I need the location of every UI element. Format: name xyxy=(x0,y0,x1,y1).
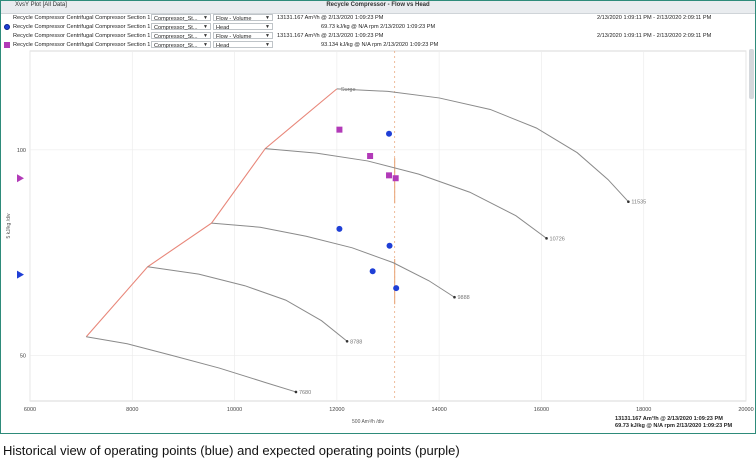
chart-title: Recycle Compressor - Flow vs Head xyxy=(326,2,430,8)
operating-point xyxy=(393,285,400,292)
speed-curve-label: 11535 xyxy=(631,200,646,206)
axis-value-marker xyxy=(17,174,24,183)
xy-plot-window: XvsY Plot [All Data] Recycle Compressor … xyxy=(0,0,756,434)
variable-select-value: Head xyxy=(216,25,230,31)
trace-row[interactable]: Recycle Compressor Centrifugal Compresso… xyxy=(1,41,755,50)
chevron-down-icon: ▼ xyxy=(203,15,208,21)
vertical-scrollbar[interactable] xyxy=(749,49,754,99)
figure-caption: Historical view of operating points (blu… xyxy=(3,443,460,458)
operating-point xyxy=(369,268,376,275)
expected-point xyxy=(386,172,393,179)
component-select-value: Compressor_St... xyxy=(154,16,198,22)
variable-select-value: Head xyxy=(216,43,230,49)
x-tick-label: 20000 xyxy=(738,407,753,413)
speed-curve xyxy=(336,88,629,203)
x-tick-label: 12000 xyxy=(329,407,344,413)
component-select-value: Compressor_St... xyxy=(154,25,198,31)
variable-select[interactable]: Head ▼ xyxy=(213,23,273,31)
x-tick-label: 18000 xyxy=(636,407,651,413)
speed-curve xyxy=(211,222,455,298)
trace-time-range: 2/13/2020 1:09:11 PM - 2/13/2020 2:09:11… xyxy=(597,15,712,21)
variable-select[interactable]: Flow - Volume ▼ xyxy=(213,32,273,40)
speed-curve-label: 10726 xyxy=(550,236,565,242)
component-select[interactable]: Compressor_St... ▼ xyxy=(151,41,211,49)
chevron-down-icon: ▼ xyxy=(265,42,270,48)
expected-point xyxy=(392,175,399,182)
component-select[interactable]: Compressor_St... ▼ xyxy=(151,32,211,40)
speed-curve-label: 7680 xyxy=(299,390,311,396)
trace-source: Recycle Compressor Centrifugal Compresso… xyxy=(13,24,151,30)
chevron-down-icon: ▼ xyxy=(203,33,208,39)
operating-point xyxy=(386,130,393,137)
chevron-down-icon: ▼ xyxy=(203,24,208,30)
chevron-down-icon: ▼ xyxy=(265,15,270,21)
speed-curve-end-point xyxy=(345,339,349,343)
blue-circle-marker-icon xyxy=(4,24,10,30)
component-select-value: Compressor_St... xyxy=(154,43,198,49)
trace-row[interactable]: Recycle Compressor Centrifugal Compresso… xyxy=(1,32,755,41)
trace-source: Recycle Compressor Centrifugal Compresso… xyxy=(13,33,151,39)
trace-row[interactable]: Recycle Compressor Centrifugal Compresso… xyxy=(1,23,755,32)
variable-select-value: Flow - Volume xyxy=(216,16,252,22)
speed-curve-end-point xyxy=(294,390,298,394)
flow-vs-head-chart[interactable]: 6000 8000 10000 12000 14000 16000 18000 20000 50… xyxy=(1,1,755,433)
x-tick-label: 8000 xyxy=(126,407,138,413)
trace-list: Recycle Compressor Centrifugal Compresso… xyxy=(1,14,755,50)
component-select[interactable]: Compressor_St... ▼ xyxy=(151,23,211,31)
speed-curve-end-point xyxy=(453,295,456,299)
trace-value: 13131.167 Am³/h @ 2/13/2020 1:09:23 PM xyxy=(277,15,384,21)
trace-value: 13131.167 Am³/h @ 2/13/2020 1:09:23 PM xyxy=(277,33,384,39)
title-bar: XvsY Plot [All Data] Recycle Compressor … xyxy=(1,1,755,14)
chevron-down-icon: ▼ xyxy=(203,42,208,48)
x-tick-label: 10000 xyxy=(227,407,242,413)
trace-value: 93.134 kJ/kg @ N/A rpm 2/13/2020 1:09:23… xyxy=(321,42,439,48)
variable-select[interactable]: Flow - Volume ▼ xyxy=(213,14,273,22)
plot-area xyxy=(29,50,747,402)
speed-curve-end-point xyxy=(545,237,548,240)
x-axis-label: 500 Am³/h /div xyxy=(352,419,384,425)
variable-select-value: Flow - Volume xyxy=(216,34,252,40)
speed-curve xyxy=(86,336,297,393)
trace-source: Recycle Compressor Centrifugal Compresso… xyxy=(13,42,151,48)
chevron-down-icon: ▼ xyxy=(265,33,270,39)
speed-curve-label: 8788 xyxy=(350,339,362,345)
variable-select[interactable]: Head ▼ xyxy=(213,41,273,49)
speed-curve-end-point xyxy=(627,200,630,204)
trace-row[interactable]: Recycle Compressor Centrifugal Compresso… xyxy=(1,14,755,23)
trace-time-range: 2/13/2020 1:09:11 PM - 2/13/2020 2:09:11… xyxy=(597,33,712,39)
axis-value-marker xyxy=(17,270,24,279)
trace-source: Recycle Compressor Centrifugal Compresso… xyxy=(13,15,151,21)
cursor-flow-readout: 13131.167 Am³/h @ 2/13/2020 1:09:23 PM xyxy=(615,416,723,422)
y-axis-label: 5 kJ/kg /div xyxy=(6,213,12,239)
y-tick-label: 100 xyxy=(17,148,26,154)
cursor-head-readout: 69.73 kJ/kg @ N/A rpm 2/13/2020 1:09:23 … xyxy=(615,423,733,429)
expected-point xyxy=(336,126,343,133)
x-tick-label: 6000 xyxy=(24,407,36,413)
speed-curve xyxy=(265,148,547,239)
expected-point xyxy=(367,153,374,159)
purple-square-marker-icon xyxy=(4,42,10,48)
operating-point xyxy=(336,225,343,232)
component-select[interactable]: Compressor_St... ▼ xyxy=(151,14,211,22)
trace-value: 69.73 kJ/kg @ N/A rpm 2/13/2020 1:09:23 … xyxy=(321,24,436,30)
x-tick-label: 16000 xyxy=(534,407,549,413)
operating-point xyxy=(386,242,393,249)
component-select-value: Compressor_St... xyxy=(154,34,198,40)
chevron-down-icon: ▼ xyxy=(265,24,270,30)
tab-label[interactable]: XvsY Plot [All Data] xyxy=(15,2,67,8)
x-tick-label: 14000 xyxy=(431,407,446,413)
speed-curve xyxy=(147,266,348,342)
speed-curve-label: 9888 xyxy=(457,295,469,301)
y-tick-label: 50 xyxy=(20,354,26,360)
